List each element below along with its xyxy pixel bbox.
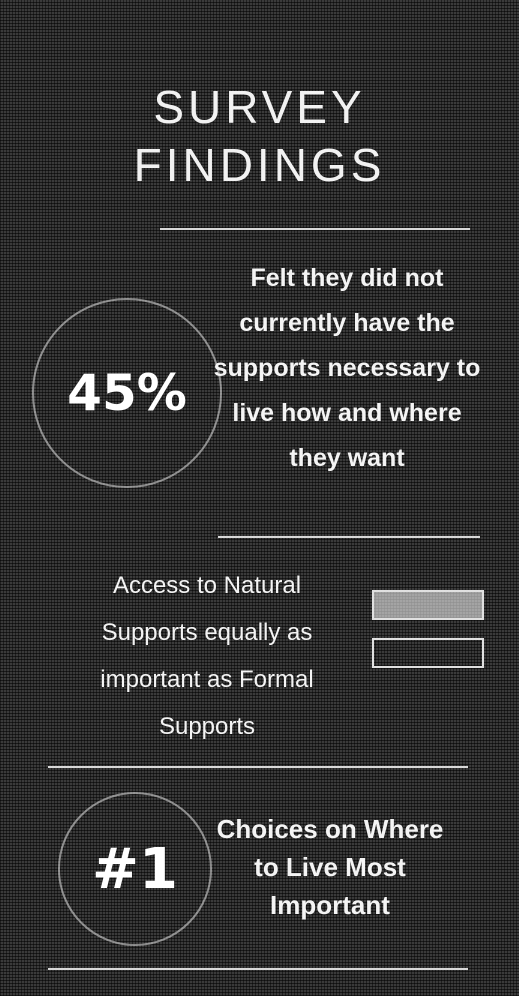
natural-supports-bar	[372, 638, 484, 668]
comparison-bars	[372, 590, 484, 686]
stat-circle-number-one: #1	[58, 792, 212, 946]
finding-1-text: Felt they did not currently have the sup…	[213, 264, 481, 472]
title-line-2: FINDINGS	[133, 139, 386, 191]
stat-circle-45: 45%	[32, 298, 222, 488]
divider-top	[160, 228, 470, 230]
formal-supports-bar	[372, 590, 484, 620]
divider-middle	[218, 536, 480, 538]
page-title: SURVEY FINDINGS	[0, 78, 519, 194]
finding-2-text: Access to Natural Supports equally as im…	[100, 572, 314, 740]
stat-value: #1	[92, 836, 178, 902]
divider-lower	[48, 766, 468, 768]
title-line-1: SURVEY	[153, 81, 366, 133]
finding-3-text: Choices on Where to Live Most Important	[216, 814, 444, 920]
divider-bottom	[48, 968, 468, 970]
stat-value: 45%	[67, 364, 187, 422]
